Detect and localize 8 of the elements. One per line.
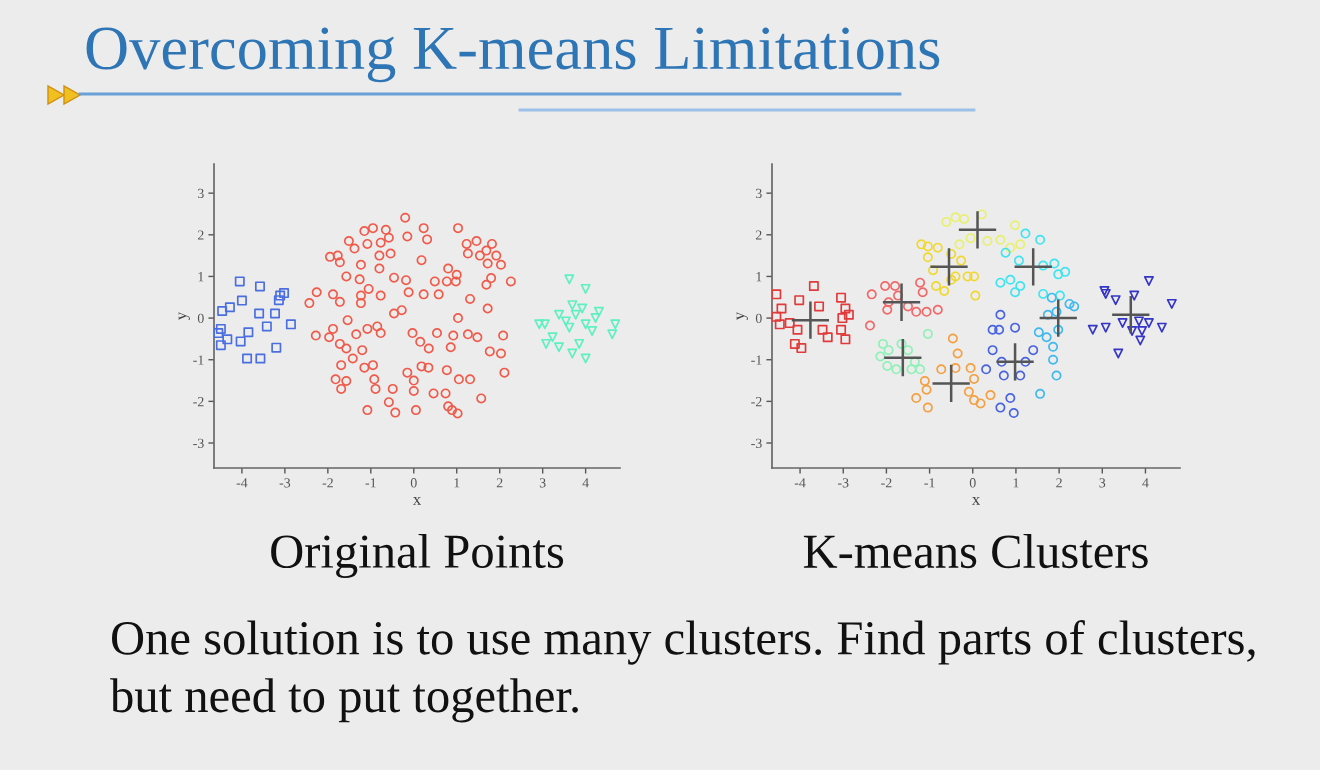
text: K-means Clusters	[803, 533, 1148, 569]
y-axis-title: y	[178, 311, 190, 320]
text: Original Points	[271, 533, 564, 579]
x-axis-title: x	[971, 497, 980, 505]
text: One solution is to use many clusters. Find parts of clusters, but need to put together.	[110, 620, 1255, 723]
y-axis-title: y	[736, 311, 748, 320]
text: Overcoming K-means Limitations	[86, 27, 940, 83]
x-axis-title: x	[412, 497, 421, 505]
